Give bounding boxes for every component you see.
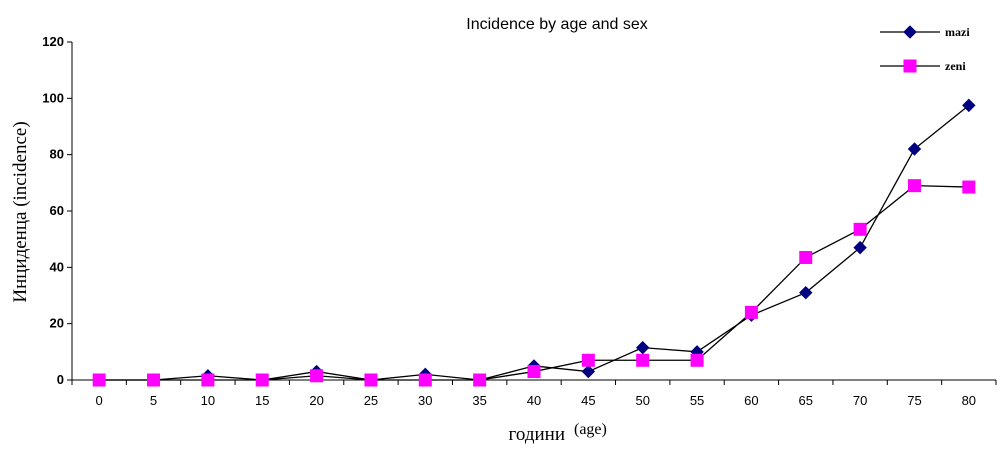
series-line-mazi: [99, 104, 970, 381]
data-point-zeni: [636, 353, 650, 367]
x-tick-label: 5: [150, 393, 157, 408]
legend-marker-zeni: [903, 59, 917, 73]
x-axis-label-suffix: (age): [574, 421, 607, 438]
data-point-mazi: [581, 364, 596, 379]
y-tick-label: 60: [50, 203, 64, 218]
data-point-zeni: [853, 222, 867, 236]
data-point-zeni: [962, 180, 976, 194]
axes: 0 20 40 60 80 100 120 0 5 10 15 20 25 30 35 40 45 50 55 60 6…: [42, 34, 997, 408]
x-tick-label: 10: [201, 393, 215, 408]
y-tick-label: 0: [57, 372, 64, 387]
x-tick-label: 65: [799, 393, 813, 408]
data-point-mazi: [853, 240, 867, 255]
x-tick-label: 45: [581, 393, 595, 408]
data-point-mazi: [907, 142, 922, 156]
chart-title: Incidence by age and sex: [466, 16, 647, 33]
data-point-zeni: [473, 373, 487, 387]
data-point-zeni: [744, 305, 758, 319]
data-point-zeni: [799, 250, 813, 264]
y-tick-label: 100: [42, 90, 64, 105]
y-tick-label: 20: [50, 316, 64, 331]
x-tick-label: 60: [744, 393, 758, 408]
legend: mazi zeni: [880, 25, 970, 73]
data-point-zeni: [527, 365, 541, 379]
x-tick-label: 55: [690, 393, 704, 408]
x-tick-label: 40: [527, 393, 541, 408]
series-zeni: [92, 179, 976, 387]
y-axis-label: Инциденца (incidence): [10, 121, 31, 302]
x-axis-label: години: [509, 424, 565, 445]
data-point-mazi: [799, 285, 813, 300]
legend-marker-mazi: [903, 25, 917, 39]
data-point-zeni: [310, 369, 324, 383]
x-tick-label: 20: [309, 393, 323, 408]
y-tick-label: 120: [42, 34, 64, 49]
data-point-zeni: [364, 373, 378, 387]
x-tick-label: 15: [255, 393, 269, 408]
series-line-zeni: [99, 184, 969, 381]
x-tick-label: 70: [853, 393, 867, 408]
legend-label-mazi: mazi: [945, 25, 970, 39]
data-point-mazi: [635, 340, 650, 355]
y-tick-label: 40: [50, 259, 64, 274]
data-point-zeni: [907, 179, 921, 193]
data-point-zeni: [255, 373, 269, 387]
data-point-zeni: [690, 353, 704, 367]
x-tick-label: 50: [635, 393, 649, 408]
x-tick-label: 75: [907, 393, 921, 408]
x-tick-label: 25: [364, 393, 378, 408]
data-point-zeni: [147, 373, 161, 387]
series-mazi: [92, 98, 976, 387]
data-point-zeni: [581, 353, 595, 367]
x-tick-label: 35: [472, 393, 486, 408]
data-point-zeni: [92, 373, 106, 387]
series-layer: [92, 98, 976, 387]
data-point-zeni: [201, 373, 215, 387]
x-tick-label: 80: [962, 393, 976, 408]
x-tick-label: 30: [418, 393, 432, 408]
data-point-zeni: [418, 373, 432, 387]
data-point-mazi: [962, 98, 976, 113]
x-tick-label: 0: [96, 393, 103, 408]
y-tick-label: 80: [50, 147, 64, 162]
legend-label-zeni: zeni: [945, 59, 966, 73]
